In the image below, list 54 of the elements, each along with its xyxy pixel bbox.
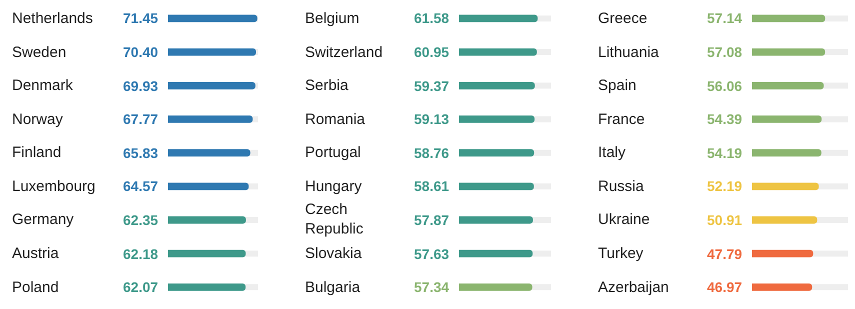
data-label: 57.14	[707, 10, 742, 26]
data-label: 67.77	[123, 111, 158, 127]
y-tick-label: Romania	[305, 111, 366, 128]
y-tick-label: Spain	[598, 77, 636, 94]
y-tick-label: Germany	[12, 211, 74, 228]
data-label: 71.45	[123, 10, 158, 26]
data-label: 70.40	[123, 44, 158, 60]
data-label: 57.87	[414, 212, 450, 228]
data-label: 47.79	[707, 246, 742, 262]
data-label: 64.57	[123, 178, 158, 194]
data-label: 50.91	[707, 212, 742, 228]
data-label: 60.95	[414, 44, 450, 60]
y-tick-label: Denmark	[12, 77, 74, 94]
y-tick-label: Turkey	[598, 245, 644, 262]
data-label: 57.63	[414, 246, 450, 262]
data-label: 62.07	[123, 279, 158, 295]
data-label: 54.39	[707, 111, 742, 127]
y-tick-label: Sweden	[12, 44, 66, 61]
y-tick-label: Finland	[12, 144, 62, 161]
data-label: 59.13	[414, 111, 450, 127]
data-label: 69.93	[123, 78, 158, 94]
y-tick-label: Bulgaria	[305, 279, 361, 296]
y-tick-label: Norway	[12, 111, 64, 128]
y-tick-label: Switzerland	[305, 44, 383, 61]
y-tick-label: France	[598, 111, 645, 128]
y-tick-label: Lithuania	[598, 44, 660, 61]
y-tick-label: Hungary	[305, 178, 362, 195]
data-label: 58.76	[414, 145, 450, 161]
y-tick-label: Slovakia	[305, 245, 362, 262]
data-label: 59.37	[414, 78, 450, 94]
data-label: 52.19	[707, 178, 742, 194]
data-label: 56.06	[707, 78, 742, 94]
data-label: 58.61	[414, 178, 450, 194]
y-tick-label: Portugal	[305, 144, 361, 161]
data-label: 46.97	[707, 279, 742, 295]
y-tick-label: Italy	[598, 144, 626, 161]
data-label: 54.19	[707, 145, 742, 161]
y-tick-label: Greece	[598, 10, 648, 27]
y-tick-label: Belgium	[305, 10, 360, 27]
data-label: 61.58	[414, 10, 450, 26]
y-tick-label: Austria	[12, 245, 60, 262]
y-tick-label: Russia	[598, 178, 645, 195]
data-label: 62.18	[123, 246, 158, 262]
y-tick-label: Azerbaijan	[598, 279, 669, 296]
y-tick-label: Czech Republic	[305, 201, 364, 238]
data-label: 62.35	[123, 212, 158, 228]
y-tick-label: Luxembourg	[12, 178, 96, 195]
y-tick-label: Serbia	[305, 77, 350, 94]
y-tick-label: Ukraine	[598, 211, 650, 228]
data-label: 65.83	[123, 145, 158, 161]
data-label: 57.34	[414, 279, 450, 295]
y-tick-label: Poland	[12, 279, 59, 296]
y-tick-label: Netherlands	[12, 10, 93, 27]
data-label: 57.08	[707, 44, 742, 60]
